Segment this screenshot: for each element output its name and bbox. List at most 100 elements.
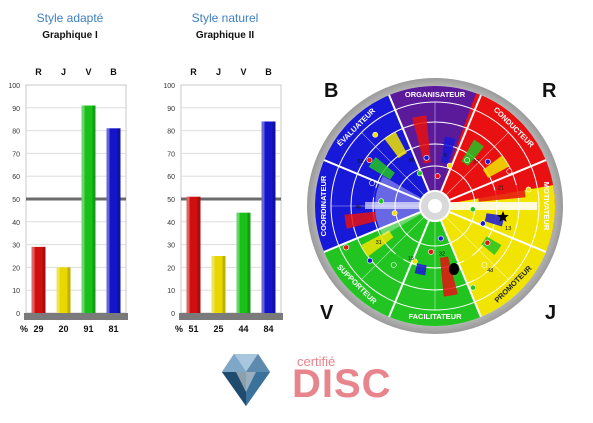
wheel-dot: [423, 154, 430, 161]
value-label: 51: [188, 324, 198, 334]
y-tick-label: 10: [167, 288, 175, 295]
bar-highlight: [236, 212, 240, 313]
corner-label-b: B: [324, 80, 339, 102]
bar-highlight: [261, 121, 265, 313]
y-tick-label: 90: [167, 106, 175, 113]
wheel-blob: [344, 211, 377, 229]
wheel-dot: [481, 262, 488, 268]
x-category-label: J: [216, 67, 221, 77]
bar: [81, 105, 96, 314]
y-tick-label: 70: [12, 151, 20, 158]
bar-shadow: [67, 267, 71, 313]
wheel-blob: [455, 241, 486, 281]
percent-label: %: [20, 324, 28, 334]
segment-label: MOTIVATEUR: [542, 182, 551, 231]
chart-graphique-2: Style naturel Graphique II 0 10 20 30 40 50 60…: [155, 0, 295, 340]
wheel-spoke: [361, 132, 424, 195]
wheel-number: 48: [487, 268, 493, 274]
y-tick-label: 0: [16, 311, 20, 318]
y-tick-label: 40: [167, 220, 175, 227]
bar-chart-svg: 0 10 20 30 40 50 60 70 80 90 100 R 51 J 25 V 44 B 84%: [163, 67, 283, 334]
bar-shadow: [42, 246, 46, 313]
wheel-dot: [369, 180, 375, 186]
wheel-number: 13: [505, 226, 511, 232]
value-label: 25: [213, 324, 223, 334]
bar-chart-svg: 0 10 20 30 40 50 60 70 80 90 100 R 29 J 20 V 91 B 81%: [8, 67, 128, 334]
bar-highlight: [56, 267, 60, 313]
bar-highlight: [186, 196, 190, 313]
wheel-dot: [470, 284, 476, 291]
wheel-dot: [416, 170, 423, 177]
corner-label-r: R: [542, 80, 557, 102]
y-tick-label: 60: [12, 174, 20, 181]
wheel-number: 56: [408, 158, 414, 164]
wheel-dot: [464, 157, 471, 164]
y-tick-label: 30: [167, 243, 175, 250]
bar-highlight: [106, 128, 110, 313]
y-tick-label: 100: [163, 83, 175, 90]
segment-label: FACILITATEUR: [408, 312, 462, 321]
wheel-dot: [343, 244, 350, 251]
value-label: 20: [58, 324, 68, 334]
bar: [186, 196, 201, 313]
certifie-disc-logo: certifié DISC: [212, 348, 392, 420]
wheel-dot: [506, 168, 513, 175]
wheel-dot: [484, 239, 491, 246]
certified-label: certifié: [297, 354, 336, 369]
wheel-blob: [441, 136, 456, 164]
wheel-spoke: [361, 217, 424, 280]
disc-brand-label: DISC: [292, 362, 392, 406]
wheel-dot: [366, 257, 373, 264]
wheel-blob: [439, 256, 458, 297]
wheel-center-dot: [428, 199, 442, 213]
value-label: 29: [33, 324, 43, 334]
wheel-number: 15: [408, 256, 414, 262]
wheel-blob: [412, 115, 431, 164]
wheel-blob: [365, 185, 393, 200]
corner-label-v: V: [320, 302, 334, 324]
bar-shadow: [117, 128, 121, 313]
segment-label: COORDINATEUR: [319, 175, 328, 236]
wheel-spoke: [338, 211, 421, 247]
wheel-dot: [437, 235, 444, 242]
wheel-highlight: [375, 176, 422, 236]
wheel-spoke: [449, 165, 532, 201]
wheel-number: 5: [444, 153, 447, 159]
wheel-blob: [414, 263, 427, 276]
chart-title: Graphique II: [195, 30, 255, 41]
wheel-dot: [525, 186, 532, 193]
chart-subtitle: Style naturel: [191, 11, 259, 25]
x-category-label: B: [110, 67, 117, 77]
value-label: 44: [238, 324, 248, 334]
wheel-dot: [411, 258, 418, 265]
wheel-number: 21: [498, 186, 504, 192]
wheel-dot: [366, 157, 373, 164]
wheel-spoke: [338, 165, 421, 201]
bar-highlight: [211, 256, 215, 313]
x-category-label: J: [61, 67, 66, 77]
y-tick-label: 90: [12, 106, 20, 113]
wheel-spoke: [446, 132, 509, 195]
bar-shadow: [92, 105, 96, 314]
wheel-dot: [390, 262, 397, 268]
wheel-dot: [446, 162, 453, 169]
marker-dot: [449, 263, 459, 275]
x-category-label: R: [190, 67, 197, 77]
x-category-label: R: [35, 67, 42, 77]
wheel-dot: [434, 173, 441, 180]
wheel-dot: [469, 206, 476, 213]
wheel-blob: [384, 131, 407, 159]
bar: [236, 212, 251, 313]
chart-base: [179, 313, 283, 320]
wheel-dot: [372, 131, 379, 138]
bar-shadow: [272, 121, 276, 313]
value-label: 81: [108, 324, 118, 334]
bar: [211, 256, 226, 313]
y-tick-label: 0: [171, 311, 175, 318]
wheel-number: 31: [376, 240, 382, 246]
bar-highlight: [81, 105, 85, 314]
bar-shadow: [247, 212, 251, 313]
y-tick-label: 50: [167, 197, 175, 204]
diamond-icon: [222, 354, 270, 406]
wheel-spoke: [440, 109, 476, 192]
